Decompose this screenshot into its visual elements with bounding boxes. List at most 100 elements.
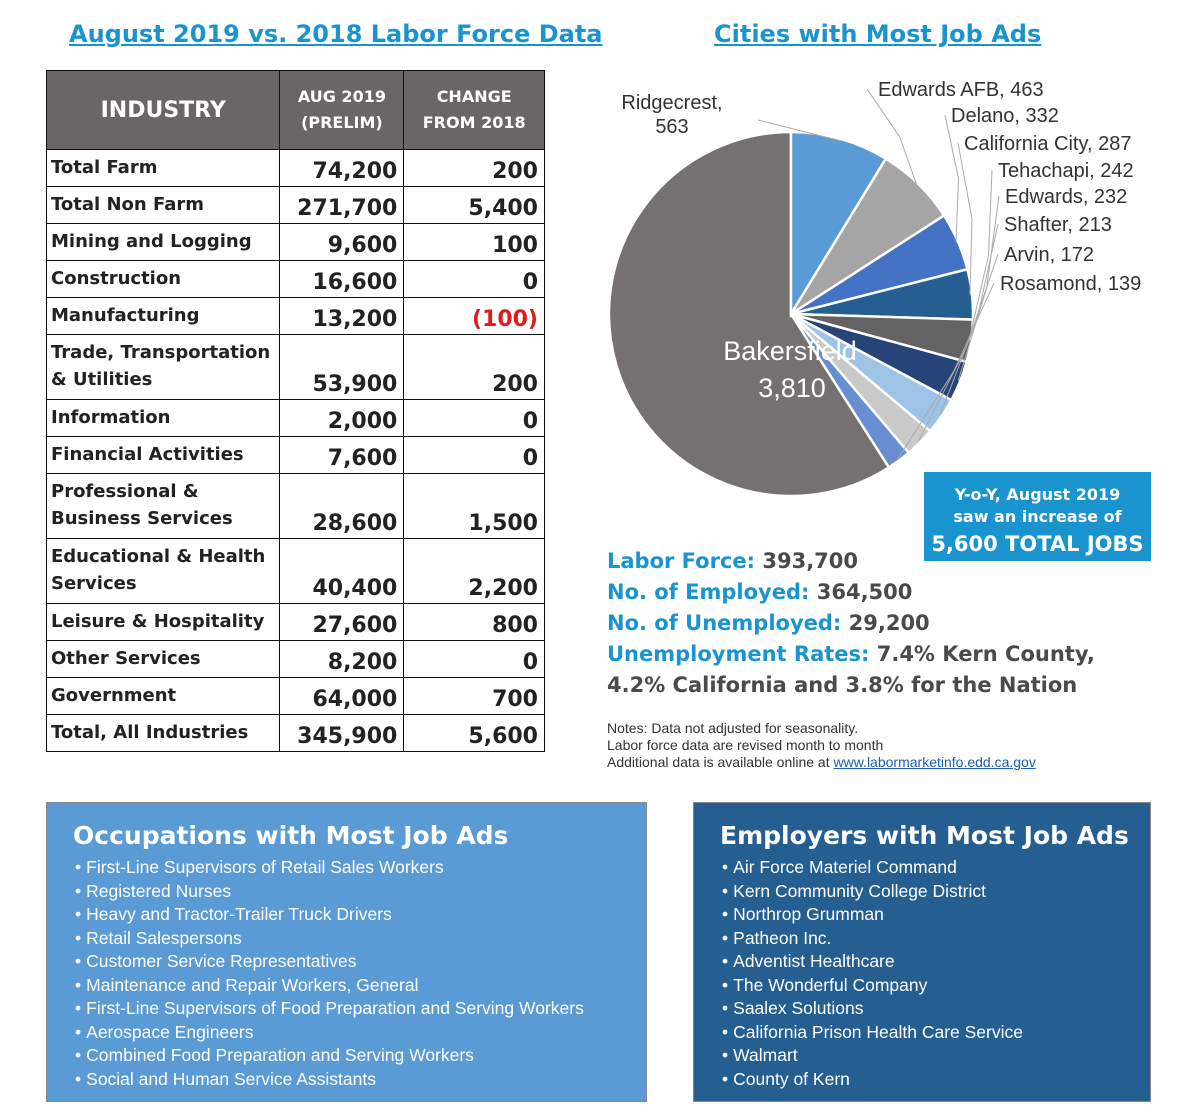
labor-force-title: August 2019 vs. 2018 Labor Force Data — [69, 20, 603, 48]
employer-item: Walmart — [722, 1044, 1150, 1068]
leader-line-edwards-afb — [866, 88, 918, 186]
pie-label-arvin: Arvin, 172 — [1004, 244, 1094, 266]
aug-2019-value: 13,200 — [279, 297, 405, 335]
pie-slice-bakersfield — [607, 130, 891, 498]
pie-label-california-city: California City, 287 — [964, 133, 1131, 155]
table-row: Government 64,000 700 — [45, 677, 545, 715]
pie-value-ridgecrest: 563 — [655, 116, 688, 138]
pie-label-rosamond: Rosamond, 139 — [1000, 273, 1141, 295]
change-value: 2,200 — [403, 538, 545, 604]
employers-box: Employers with Most Job Ads Air Force Ma… — [693, 802, 1151, 1102]
change-value: 1,500 — [403, 473, 545, 539]
employer-item: California Prison Health Care Service — [722, 1021, 1150, 1045]
industry-name: Trade, Transportation & Utilities — [45, 334, 281, 400]
change-value: 200 — [403, 334, 545, 400]
occupations-list: First-Line Supervisors of Retail Sales W… — [47, 856, 646, 1091]
table-row: Professional & Business Services 28,600 1,… — [45, 473, 545, 539]
industry-name: Construction — [45, 260, 281, 298]
industry-name: Financial Activities — [45, 436, 281, 474]
aug-2019-value: 9,600 — [279, 223, 405, 261]
pie-label-shafter: Shafter, 213 — [1004, 214, 1112, 236]
table-row: Mining and Logging 9,600 100 — [45, 223, 545, 261]
table-row: Educational & Health Services 40,400 2,200 — [45, 538, 545, 604]
table-row: Total Non Farm 271,700 5,400 — [45, 186, 545, 224]
pie-label-delano: Delano, 332 — [951, 105, 1059, 127]
lmi-link[interactable]: www.labormarketinfo.edd.ca.gov — [833, 754, 1036, 770]
employers-title: Employers with Most Job Ads — [720, 821, 1129, 850]
table-row: Manufacturing 13,200 (100) — [45, 297, 545, 335]
industry-name: Mining and Logging — [45, 223, 281, 261]
pie-value-bakersfield: 3,810 — [758, 373, 826, 403]
notes: Notes: Data not adjusted for seasonality… — [607, 720, 1036, 770]
aug-2019-value: 27,600 — [279, 603, 405, 641]
change-value: 5,400 — [403, 186, 545, 224]
aug-2019-value: 7,600 — [279, 436, 405, 474]
change-value: 0 — [403, 260, 545, 298]
pie-label-ridgecrest: Ridgecrest, — [621, 92, 722, 114]
pie-label-tehachapi: Tehachapi, 242 — [998, 160, 1134, 182]
employer-item: Kern Community College District — [722, 880, 1150, 904]
pie-label-edwards: Edwards, 232 — [1005, 186, 1127, 208]
table-row: Other Services 8,200 0 — [45, 640, 545, 678]
header-aug-2019: AUG 2019 (PRELIM) — [279, 70, 405, 150]
aug-2019-value: 345,900 — [279, 714, 405, 752]
occupation-item: Social and Human Service Assistants — [75, 1068, 646, 1092]
occupation-item: Aerospace Engineers — [75, 1021, 646, 1045]
change-value: (100) — [403, 297, 545, 335]
change-value: 0 — [403, 436, 545, 474]
employer-item: Air Force Materiel Command — [722, 856, 1150, 880]
industry-name: Other Services — [45, 640, 281, 678]
leader-line-arvin — [918, 253, 999, 442]
industry-name: Total Non Farm — [45, 186, 281, 224]
employer-item: Adventist Healthcare — [722, 950, 1150, 974]
aug-2019-value: 64,000 — [279, 677, 405, 715]
pie-label-bakersfield: Bakersfield — [723, 336, 857, 366]
leader-line-tehachapi — [968, 169, 993, 341]
occupation-item: First-Line Supervisors of Retail Sales W… — [75, 856, 646, 880]
employer-item: The Wonderful Company — [722, 974, 1150, 998]
aug-2019-value: 8,200 — [279, 640, 405, 678]
table-row: Total, All Industries 345,900 5,600 — [45, 714, 545, 752]
leader-line-ridgecrest — [757, 119, 840, 142]
table-row: Trade, Transportation & Utilities 53,900 2… — [45, 334, 545, 400]
occupation-item: Registered Nurses — [75, 880, 646, 904]
aug-2019-value: 74,200 — [279, 149, 405, 187]
industry-name: Total, All Industries — [45, 714, 281, 752]
aug-2019-value: 28,600 — [279, 473, 405, 539]
change-value: 100 — [403, 223, 545, 261]
employer-item: Northrop Grumman — [722, 903, 1150, 927]
table-row: Leisure & Hospitality 27,600 800 — [45, 603, 545, 641]
aug-2019-value: 16,600 — [279, 260, 405, 298]
change-value: 200 — [403, 149, 545, 187]
job-ads-pie-chart: Bakersfield 3,810 Ridgecrest,563 Edwards AF… — [607, 79, 1141, 498]
leader-line-rosamond — [897, 282, 995, 460]
aug-2019-value: 2,000 — [279, 399, 405, 437]
industry-name: Information — [45, 399, 281, 437]
aug-2019-value: 271,700 — [279, 186, 405, 224]
industry-name: Professional & Business Services — [45, 473, 281, 539]
occupation-item: First-Line Supervisors of Food Preparati… — [75, 997, 646, 1021]
table-row: Construction 16,600 0 — [45, 260, 545, 298]
industry-name: Total Farm — [45, 149, 281, 187]
cities-chart-title: Cities with Most Job Ads — [714, 20, 1042, 48]
table-row: Information 2,000 0 — [45, 399, 545, 437]
occupation-item: Heavy and Tractor-Trailer Truck Drivers — [75, 903, 646, 927]
change-value: 5,600 — [403, 714, 545, 752]
occupations-box: Occupations with Most Job Ads First-Line… — [46, 802, 647, 1102]
occupations-title: Occupations with Most Job Ads — [73, 821, 509, 850]
yoy-callout: Y-o-Y, August 2019 saw an increase of 5,6… — [924, 472, 1151, 561]
pie-slice-rosamond — [789, 313, 911, 470]
aug-2019-value: 40,400 — [279, 538, 405, 604]
table-row: Total Farm 74,200 200 — [45, 149, 545, 187]
employers-list: Air Force Materiel CommandKern Community… — [694, 856, 1150, 1091]
change-value: 0 — [403, 640, 545, 678]
change-value: 800 — [403, 603, 545, 641]
labor-force-table: INDUSTRY AUG 2019 (PRELIM) CHANGE FROM 201… — [45, 70, 545, 752]
header-change: CHANGE FROM 2018 — [403, 70, 545, 150]
table-row: Financial Activities 7,600 0 — [45, 436, 545, 474]
change-value: 0 — [403, 399, 545, 437]
occupation-item: Combined Food Preparation and Serving Wo… — [75, 1044, 646, 1068]
pie-label-edwards-afb: Edwards AFB, 463 — [878, 79, 1044, 101]
employer-item: Patheon Inc. — [722, 927, 1150, 951]
employer-item: Saalex Solutions — [722, 997, 1150, 1021]
